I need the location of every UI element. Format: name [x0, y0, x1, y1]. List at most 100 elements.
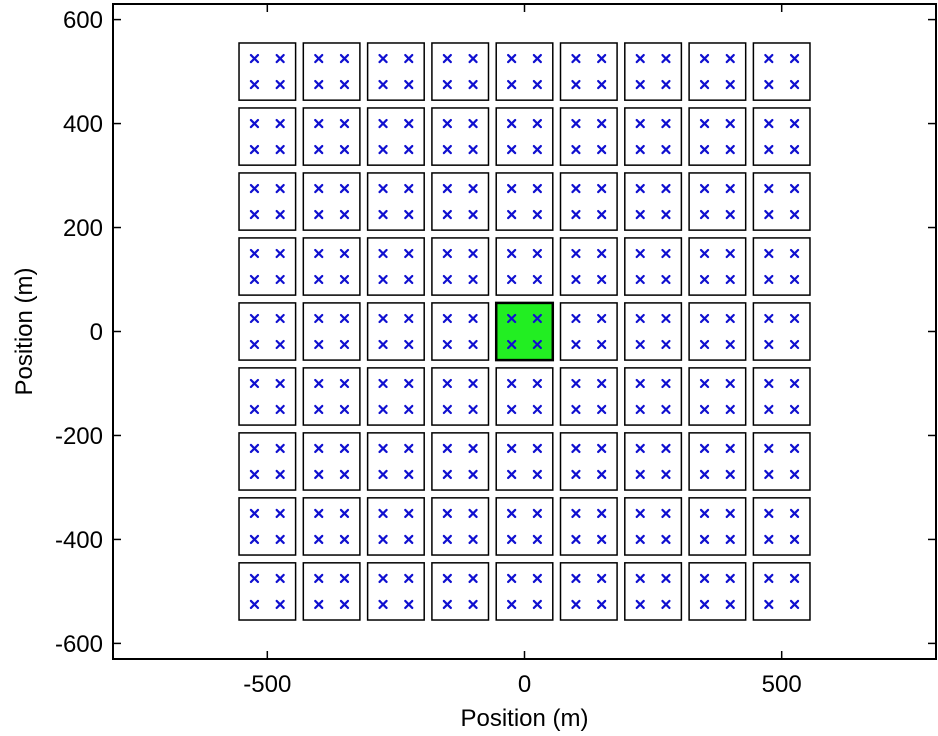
tile — [624, 107, 683, 166]
marker-point — [661, 53, 671, 64]
marker-point — [404, 248, 414, 259]
marker-point — [339, 53, 350, 64]
marker-point — [764, 209, 774, 220]
marker-point — [507, 53, 517, 64]
tile — [366, 237, 425, 296]
marker-point — [597, 573, 607, 584]
tile — [302, 562, 361, 621]
marker-point — [275, 118, 285, 129]
marker-point — [699, 599, 710, 610]
marker-point — [571, 118, 581, 129]
tile — [624, 172, 683, 231]
marker-point — [378, 118, 388, 129]
marker-point — [378, 599, 388, 610]
marker-point — [725, 209, 735, 220]
tile — [238, 562, 297, 621]
marker-point — [571, 443, 581, 454]
marker-point — [725, 144, 735, 155]
tile — [302, 497, 361, 556]
marker-point — [468, 209, 478, 220]
marker-point — [789, 183, 800, 194]
marker-point — [314, 443, 324, 454]
marker-point — [314, 53, 324, 64]
marker-point — [442, 144, 452, 155]
marker-point — [635, 79, 645, 90]
marker-point — [249, 599, 260, 610]
tile — [238, 302, 297, 361]
marker-point — [507, 378, 517, 389]
marker-point — [789, 118, 800, 129]
tile — [559, 497, 618, 556]
marker-point — [442, 599, 452, 610]
tile — [238, 172, 297, 231]
tile — [495, 172, 554, 231]
tile — [302, 237, 361, 296]
marker-point — [339, 79, 350, 90]
marker-point — [442, 118, 452, 129]
marker-point — [275, 209, 285, 220]
tile — [366, 107, 425, 166]
marker-point — [314, 469, 324, 480]
highlighted-tile — [494, 301, 555, 362]
marker-point — [442, 274, 452, 285]
marker-point — [404, 508, 414, 519]
marker-point — [661, 183, 671, 194]
tile — [752, 497, 811, 556]
marker-point — [532, 209, 542, 220]
tile — [238, 237, 297, 296]
marker-point — [339, 183, 350, 194]
marker-point — [275, 469, 285, 480]
marker-point — [275, 248, 285, 259]
marker-point — [789, 534, 800, 545]
marker-point — [571, 183, 581, 194]
marker-point — [249, 534, 260, 545]
marker-point — [442, 534, 452, 545]
tile — [366, 562, 425, 621]
marker-point — [635, 248, 645, 259]
marker-point — [725, 118, 735, 129]
marker-point — [249, 508, 260, 519]
marker-point — [339, 599, 350, 610]
marker-point — [507, 183, 517, 194]
marker-point — [661, 404, 671, 415]
marker-point — [764, 274, 774, 285]
marker-point — [789, 274, 800, 285]
marker-point — [764, 118, 774, 129]
tile — [688, 497, 747, 556]
tile — [495, 432, 554, 491]
marker-point — [699, 534, 710, 545]
marker-point — [789, 404, 800, 415]
marker-point — [725, 469, 735, 480]
tile — [302, 172, 361, 231]
marker-point — [378, 404, 388, 415]
marker-point — [275, 313, 285, 324]
marker-point — [339, 508, 350, 519]
tile — [559, 302, 618, 361]
marker-point — [699, 313, 710, 324]
marker-point — [378, 378, 388, 389]
marker-point — [532, 508, 542, 519]
marker-point — [635, 534, 645, 545]
marker-point — [532, 339, 542, 350]
tile — [431, 562, 490, 621]
marker-point — [314, 274, 324, 285]
marker-point — [314, 534, 324, 545]
tile — [431, 432, 490, 491]
marker-point — [249, 404, 260, 415]
marker-point — [597, 508, 607, 519]
marker-point — [789, 53, 800, 64]
marker-point — [571, 469, 581, 480]
marker-point — [725, 53, 735, 64]
marker-point — [635, 378, 645, 389]
marker-point — [725, 443, 735, 454]
marker-point — [314, 599, 324, 610]
marker-point — [339, 339, 350, 350]
marker-point — [725, 599, 735, 610]
marker-point — [468, 443, 478, 454]
marker-point — [468, 274, 478, 285]
marker-point — [725, 534, 735, 545]
marker-point — [404, 599, 414, 610]
marker-point — [571, 209, 581, 220]
marker-point — [507, 508, 517, 519]
marker-point — [339, 404, 350, 415]
